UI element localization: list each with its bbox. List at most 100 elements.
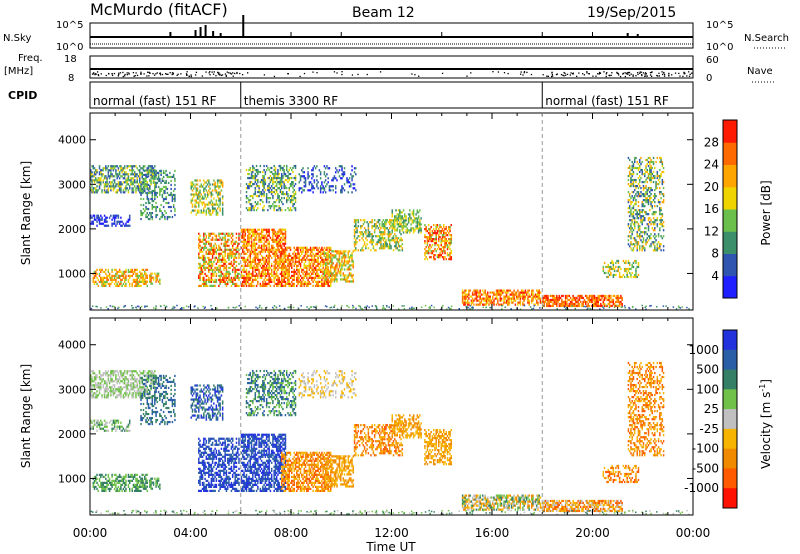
power-cell: [537, 293, 539, 296]
power-cell: [424, 240, 426, 243]
power-cell: [150, 215, 152, 219]
nave-point: [619, 75, 622, 78]
power-cell: [327, 256, 329, 259]
power-cell: [203, 211, 205, 214]
power-cell: [199, 278, 201, 282]
power-cell: [450, 238, 453, 241]
power-cell: [191, 189, 194, 192]
power-cell: [252, 268, 254, 271]
power-cell: [436, 229, 439, 233]
power-cell: [238, 252, 240, 255]
power-cell: [96, 214, 98, 217]
power-cell: [260, 234, 263, 237]
power-cell: [336, 274, 338, 277]
power-cell: [154, 187, 156, 191]
power-cell: [242, 256, 244, 259]
power-cell: [157, 179, 160, 183]
power-cell: [353, 167, 356, 170]
power-cell: [128, 224, 131, 227]
power-cell: [307, 250, 309, 253]
power-cell: [262, 193, 264, 196]
power-cell: [306, 274, 308, 277]
power-cell: [312, 280, 314, 284]
power-cell: [210, 276, 213, 279]
power-cell: [107, 173, 110, 176]
power-cell: [401, 211, 404, 214]
power-cell: [493, 293, 495, 296]
power-cell: [115, 278, 117, 282]
power-cell: [427, 227, 430, 231]
power-cell: [249, 272, 252, 275]
power-cell: [282, 203, 284, 206]
power-cell: [362, 223, 365, 226]
power-cell: [268, 176, 270, 180]
power-cell: [122, 222, 125, 225]
power-cell: [274, 276, 277, 279]
power-cell: [523, 297, 525, 300]
power-cell: [274, 172, 277, 176]
power-cell: [103, 224, 106, 227]
power-cell: [430, 225, 432, 229]
power-cell: [223, 256, 225, 259]
power-cell: [262, 184, 264, 188]
power-cell: [576, 296, 578, 300]
power-cell: [361, 247, 363, 250]
power-cell: [147, 213, 150, 217]
power-cell: [473, 303, 475, 306]
power-cell: [307, 248, 309, 251]
power-cell: [321, 258, 323, 261]
power-cell: [111, 278, 113, 282]
nave-point: [357, 73, 359, 76]
power-cell: [244, 234, 247, 237]
power-cell: [284, 248, 287, 251]
power-cell: [434, 254, 436, 257]
nave-point: [229, 72, 232, 74]
power-cell: [417, 229, 420, 232]
power-cell: [404, 219, 406, 222]
power-cell: [355, 243, 357, 246]
power-cell: [273, 180, 275, 184]
power-cell: [110, 276, 112, 279]
power-cell: [341, 187, 343, 190]
power-cell: [125, 276, 127, 279]
power-cell: [93, 175, 96, 178]
nave-point: [217, 73, 220, 75]
power-cell: [213, 268, 215, 271]
power-cell: [233, 260, 235, 263]
power-cell: [268, 205, 270, 208]
power-cell: [91, 220, 93, 223]
power-cell: [351, 256, 353, 259]
power-cell: [252, 272, 254, 275]
power-cell: [205, 240, 208, 243]
power-cell: [167, 201, 170, 205]
power-cell: [323, 262, 326, 265]
power-cell: [587, 298, 589, 302]
power-cell: [93, 274, 96, 277]
power-cell: [195, 213, 198, 216]
power-cell: [260, 258, 263, 261]
power-cell: [434, 238, 436, 241]
power-cell: [252, 228, 254, 231]
power-cell: [205, 197, 208, 200]
power-cell: [323, 181, 326, 184]
nave-point: [136, 74, 139, 77]
power-cell: [382, 245, 385, 248]
power-cell: [284, 230, 287, 233]
power-cell: [549, 298, 552, 302]
power-cell: [334, 270, 337, 273]
power-cell: [151, 169, 154, 172]
power-cell: [402, 227, 405, 230]
power-cell: [194, 179, 196, 182]
power-cell: [524, 295, 527, 298]
nsearch-tick-top: 10^5: [706, 20, 733, 31]
power-cell: [483, 299, 485, 302]
power-cell: [557, 296, 559, 300]
power-cell: [224, 234, 226, 237]
power-cell: [164, 215, 166, 219]
power-cell: [224, 250, 226, 253]
power-cell: [420, 231, 422, 234]
power-cell: [150, 177, 152, 180]
power-cell: [90, 171, 92, 174]
power-cell: [205, 189, 208, 192]
power-cell: [412, 229, 415, 232]
